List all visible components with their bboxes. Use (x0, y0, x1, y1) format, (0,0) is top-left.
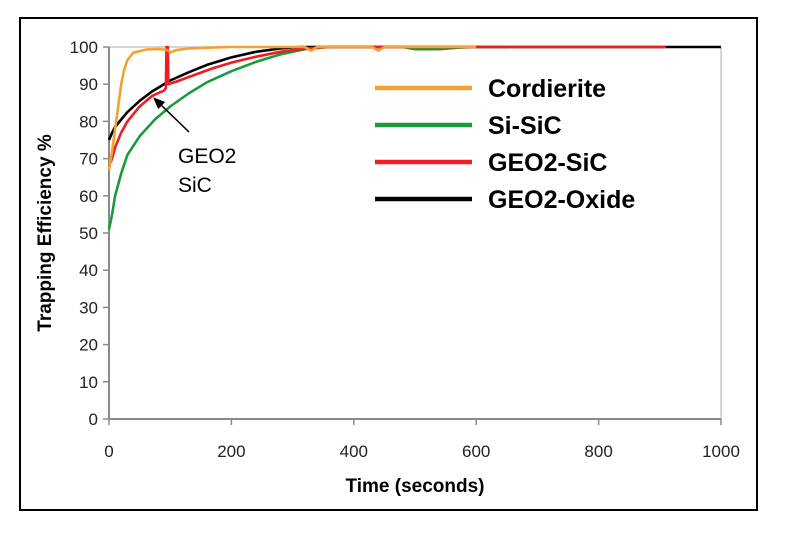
x-axis-title: Time (seconds) (345, 476, 484, 497)
legend-label: Si-SiC (488, 112, 562, 140)
annotation-label-line-2: SiC (178, 174, 212, 197)
y-tick-label: 10 (79, 373, 98, 392)
x-tick-label: 0 (104, 442, 113, 461)
annotation-layer: GEO2 SiC (153, 97, 236, 197)
y-tick-label: 70 (79, 150, 98, 169)
annotation-arrow (161, 105, 190, 133)
y-axis-title: Trapping Efficiency % (35, 134, 56, 332)
series-cordierite (107, 45, 477, 171)
y-tick-label: 60 (79, 187, 98, 206)
chart-frame (19, 17, 758, 511)
series-layer (107, 45, 722, 230)
x-tick-label: 200 (217, 442, 245, 461)
y-tick-label: 50 (79, 224, 98, 243)
y-tick-label: 80 (79, 112, 98, 131)
legend-label: GEO2-Oxide (488, 186, 635, 214)
x-tick-label: 800 (584, 442, 612, 461)
legend-item-cordierite: Cordierite (375, 75, 606, 103)
legend-label: Cordierite (488, 75, 606, 103)
y-tick-label: 40 (79, 261, 98, 280)
y-tick-label: 100 (70, 38, 98, 57)
annotation-arrowhead-icon (153, 97, 166, 110)
y-tick-label: 0 (89, 410, 98, 429)
legend-item-geo2-oxide: GEO2-Oxide (375, 186, 635, 214)
x-tick-label: 1000 (702, 442, 740, 461)
legend-label: GEO2-SiC (488, 149, 607, 177)
x-tick-label: 400 (340, 442, 368, 461)
y-tick-label: 20 (79, 336, 98, 355)
y-tick-label: 30 (79, 298, 98, 317)
legend: Cordierite Si-SiC GEO2-SiC GEO2-Oxide (375, 75, 635, 214)
y-tick-label: 90 (79, 75, 98, 94)
x-tick-label: 600 (462, 442, 490, 461)
annotation-label-line-1: GEO2 (178, 145, 236, 168)
legend-item-si-sic: Si-SiC (375, 112, 562, 140)
legend-item-geo2-sic: GEO2-SiC (375, 149, 607, 177)
